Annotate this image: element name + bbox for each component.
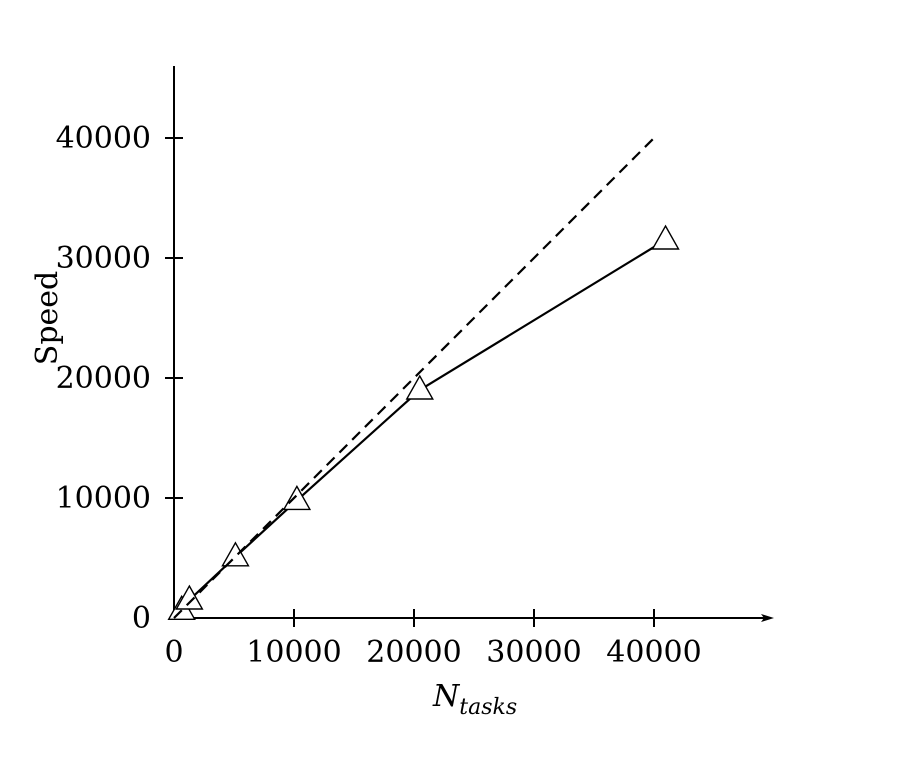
x-tick-label: 10000 — [246, 635, 341, 670]
x-ticks: 0 10000 20000 30000 40000 — [164, 609, 702, 670]
series-layer — [167, 137, 680, 621]
ideal-dashed-line — [173, 137, 655, 619]
x-axis-label: Ntasks — [432, 679, 517, 720]
y-tick-label: 30000 — [56, 241, 151, 276]
x-axis-arrow — [761, 614, 774, 622]
triangle-marker — [405, 374, 434, 400]
triangle-marker — [282, 484, 312, 511]
x-tick-label: 20000 — [366, 635, 461, 670]
x-tick-label: 30000 — [486, 635, 581, 670]
triangle-marker — [175, 584, 204, 610]
y-tick-label: 10000 — [56, 481, 151, 516]
triangle-marker — [221, 541, 250, 567]
y-tick-label: 0 — [132, 601, 151, 636]
x-tick-label: 40000 — [606, 635, 701, 670]
y-ticks: 0 10000 20000 30000 40000 — [56, 121, 183, 636]
triangle-marker — [651, 224, 680, 250]
x-axis-label-subscript: tasks — [459, 695, 517, 720]
y-tick-label: 40000 — [56, 121, 151, 156]
y-axis-label: Speed — [30, 271, 65, 365]
x-tick-label: 0 — [164, 635, 183, 670]
axes — [173, 66, 774, 622]
measured-line — [180, 239, 667, 611]
x-axis-label-main: N — [432, 679, 461, 714]
y-tick-label: 20000 — [56, 361, 151, 396]
